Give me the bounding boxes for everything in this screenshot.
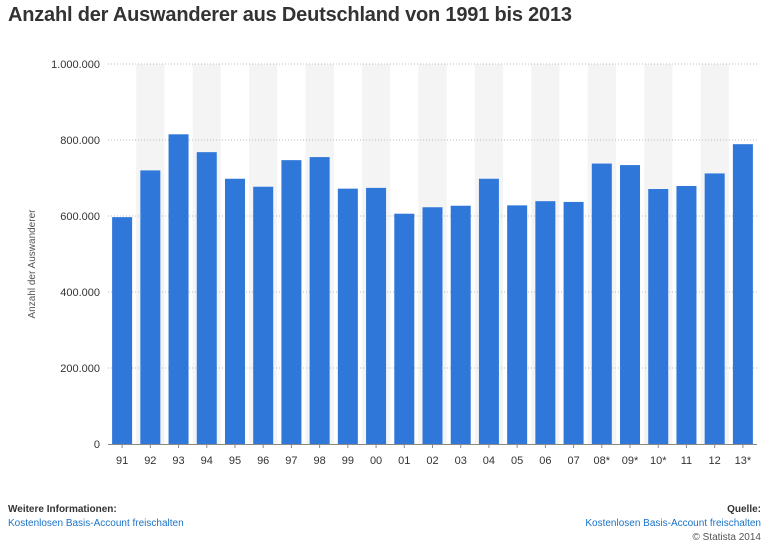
source-heading: Quelle: [727,504,761,515]
bar [478,178,499,444]
bar [676,185,697,445]
x-tick-label: 12 [709,455,721,467]
bar [535,201,556,444]
y-tick-label: 600.000 [60,211,100,223]
x-tick-label: 13* [735,455,752,467]
bar [337,188,358,444]
x-tick-label: 93 [172,455,184,467]
y-tick-label: 1.000.000 [51,59,100,71]
bar [394,213,415,444]
y-tick-label: 800.000 [60,135,100,147]
bar [620,165,641,444]
bar [591,163,612,444]
x-tick-label: 07 [567,455,579,467]
y-tick-label: 200.000 [60,363,100,375]
bar [732,144,753,444]
x-tick-label: 96 [257,455,269,467]
x-tick-label: 01 [398,455,410,467]
source-link[interactable]: Kostenlosen Basis-Account freischalten [585,518,761,529]
x-tick-label: 08* [594,455,611,467]
bar [168,134,189,445]
bar [224,178,245,444]
x-tick-label: 11 [681,455,692,467]
bar [281,160,302,444]
y-tick-label: 400.000 [60,287,100,299]
footer-source: Quelle: Kostenlosen Basis-Account freisc… [585,503,761,545]
y-axis-label: Anzahl der Auswanderer [27,209,38,319]
bar-chart: 0 200.000 400.000 600.000 800.000 1.000.000 91… [27,59,757,467]
x-tick-label: 92 [144,455,156,467]
bar [140,170,161,444]
bar [563,201,584,444]
info-heading: Weitere Informationen: [8,504,117,515]
chart-title: Anzahl der Auswanderer aus Deutschland v… [8,4,572,26]
bar [366,187,387,444]
x-tick-label: 97 [285,455,297,467]
bar [507,205,528,444]
x-tick-label: 95 [229,455,241,467]
bar [704,173,725,444]
x-tick-label: 02 [426,455,438,467]
x-tick-label: 04 [483,455,495,467]
x-tick-label: 91 [116,455,128,467]
bar [309,157,330,444]
x-tick-label: 10* [650,455,667,467]
info-link[interactable]: Kostenlosen Basis-Account freischalten [8,518,184,529]
x-tick-label: 03 [455,455,467,467]
bar [450,205,471,444]
bar [253,186,274,445]
bar [648,189,669,444]
footer-info: Weitere Informationen: Kostenlosen Basis… [8,503,184,531]
x-tick-label: 94 [201,455,213,467]
bar [196,152,217,444]
y-tick-label: 0 [94,439,100,451]
x-tick-label: 99 [342,455,354,467]
x-tick-label: 06 [539,455,551,467]
x-tick-label: 98 [314,455,326,467]
bar [422,207,443,444]
bar [112,217,133,444]
x-tick-label: 00 [370,455,382,467]
x-tick-label: 09* [622,455,639,467]
copyright: © Statista 2014 [692,532,761,543]
x-tick-label: 05 [511,455,523,467]
